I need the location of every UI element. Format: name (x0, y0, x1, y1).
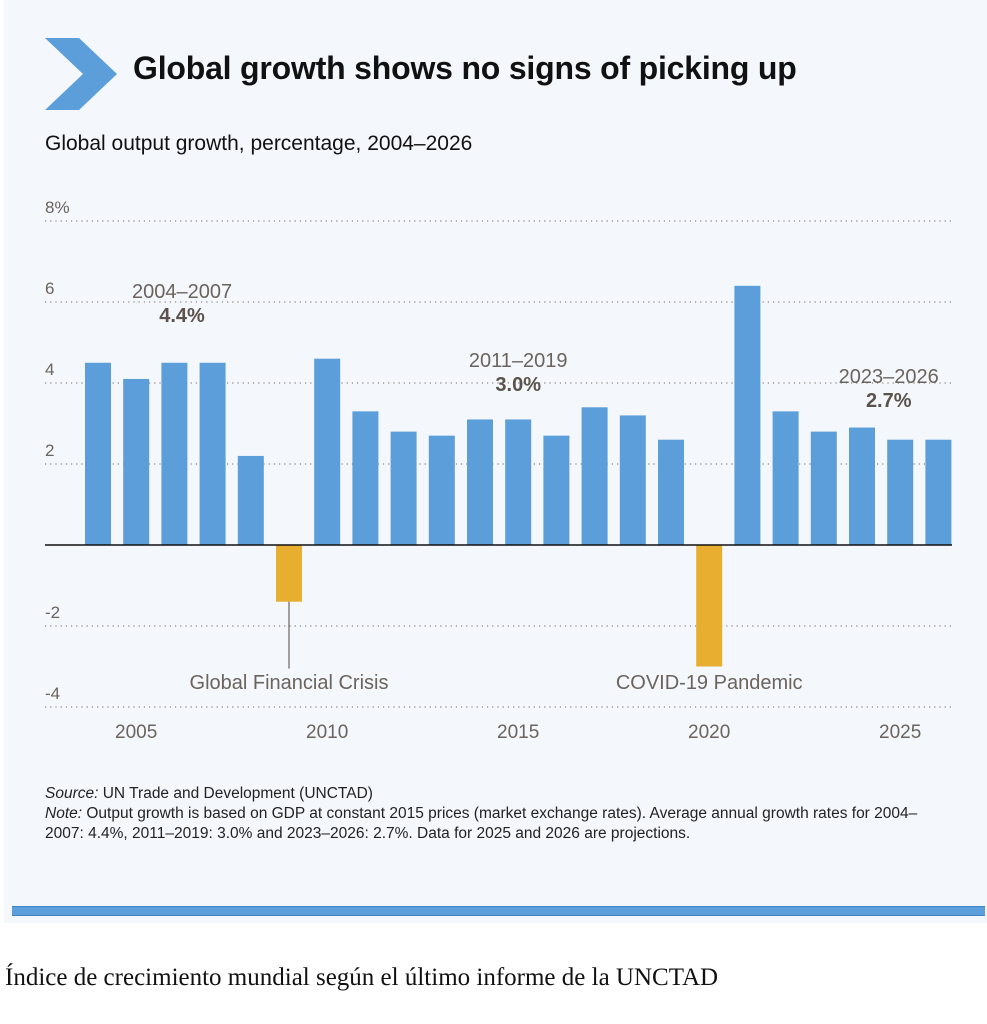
gridlines (45, 220, 952, 708)
bar-2004 (85, 362, 111, 545)
x-tick-label: 2005 (115, 722, 157, 743)
footer-rule (12, 906, 985, 916)
y-tick-label: -2 (45, 603, 60, 622)
bar-2022 (772, 411, 799, 545)
x-axis-ticks: 2005 2010 2015 2020 2025 (115, 722, 921, 743)
annotation-value: 2.7% (866, 390, 912, 412)
y-tick-label: -4 (45, 684, 60, 703)
y-tick-label: 8% (45, 198, 70, 217)
event-label: Global Financial Crisis (190, 672, 389, 694)
bar-2007 (199, 362, 226, 545)
note-text: Output growth is based on GDP at constan… (45, 805, 918, 842)
x-tick-label: 2025 (879, 722, 921, 743)
bar-2023 (810, 431, 837, 545)
annotation-value: 3.0% (495, 374, 541, 396)
x-tick-label: 2015 (497, 722, 539, 743)
chart-subtitle: Global output growth, percentage, 2004–2… (45, 132, 473, 155)
bar-2021 (734, 285, 761, 545)
bar-2018 (619, 415, 646, 545)
y-tick-label: 2 (45, 441, 54, 460)
bar-2013 (428, 435, 455, 545)
y-tick-label: 4 (45, 360, 54, 379)
bar-2012 (390, 431, 417, 545)
note-label: Note: (45, 805, 83, 822)
bar-2017 (581, 407, 608, 545)
y-tick-label: 6 (45, 279, 54, 298)
bar-2009 (276, 545, 302, 602)
note-line: Note: Output growth is based on GDP at c… (45, 804, 945, 844)
source-text: UN Trade and Development (UNCTAD) (98, 785, 373, 802)
bar-2020 (696, 545, 723, 667)
annotation-value: 4.4% (159, 305, 205, 327)
image-caption: Índice de crecimiento mundial según el ú… (5, 964, 719, 991)
annotation-period: 2004–2007 (132, 281, 232, 303)
x-tick-label: 2010 (306, 722, 348, 743)
bar-chart: -4 -2 2 4 6 8% 2005 2010 2015 2020 2025 2004–2007… (45, 198, 952, 743)
page-title: Global growth shows no signs of picking … (133, 50, 797, 86)
bar-2005 (123, 378, 150, 545)
bars (85, 285, 952, 667)
event-label: COVID-19 Pandemic (616, 672, 803, 694)
annotation-period: 2011–2019 (469, 350, 568, 372)
bar-2024 (849, 427, 875, 545)
bar-2019 (658, 439, 684, 545)
annotation-period: 2023–2026 (839, 366, 939, 388)
bar-2008 (237, 455, 264, 545)
y-axis-ticks: -4 -2 2 4 6 8% (45, 198, 70, 703)
chevron-right-icon (45, 38, 117, 110)
bar-2026 (925, 439, 952, 545)
bar-2016 (543, 435, 570, 545)
bar-2015 (505, 419, 532, 545)
chart-notes: Source: UN Trade and Development (UNCTAD… (45, 784, 945, 844)
x-tick-label: 2020 (688, 722, 730, 743)
event-annotations: Global Financial Crisis COVID-19 Pandemic (190, 601, 803, 694)
source-label: Source: (45, 785, 99, 802)
source-line: Source: UN Trade and Development (UNCTAD… (45, 784, 945, 804)
bar-2025 (887, 439, 914, 545)
bar-2011 (352, 411, 379, 545)
bar-2010 (314, 358, 341, 545)
bar-2014 (467, 419, 493, 545)
bar-2006 (161, 362, 188, 545)
